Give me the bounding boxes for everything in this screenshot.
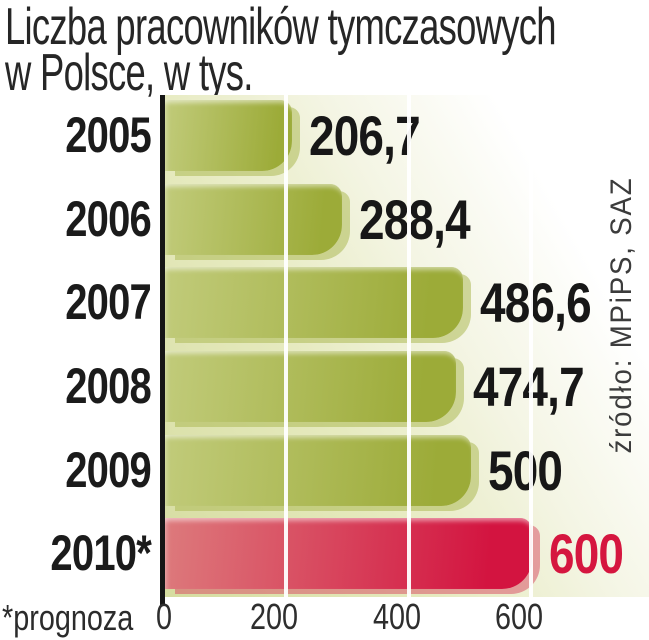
source-credit: źródło: MPiPS, SAZ <box>605 176 638 454</box>
gridline-600 <box>529 95 533 597</box>
bar-2010 <box>165 518 532 589</box>
value-label-2005: 206,7 <box>309 104 421 167</box>
x-tick-label-600: 600 <box>494 596 544 637</box>
bar-2009 <box>165 435 471 506</box>
year-label-2009: 2009 <box>65 442 152 498</box>
plot-background <box>164 95 649 597</box>
year-label-2007: 2007 <box>65 274 152 330</box>
bar-2007 <box>165 267 463 338</box>
value-label-2006: 288,4 <box>359 188 471 251</box>
gridline-200 <box>284 95 288 597</box>
gridline-400 <box>407 95 411 597</box>
year-label-2010: 2010* <box>50 525 151 581</box>
bar-2008 <box>165 351 456 422</box>
footnote: *prognoza <box>2 597 134 638</box>
year-label-2006: 2006 <box>65 191 152 247</box>
value-label-2010: 600 <box>549 522 624 585</box>
value-label-2007: 486,6 <box>480 271 592 334</box>
x-tick-label-0: 0 <box>155 596 173 637</box>
value-label-2009: 500 <box>488 439 563 502</box>
year-label-2005: 2005 <box>65 107 152 163</box>
chart-title-line2: w Polsce, w tys. <box>5 44 253 102</box>
bar-2006 <box>165 184 342 255</box>
x-tick-label-400: 400 <box>372 596 422 637</box>
year-label-2008: 2008 <box>65 358 152 414</box>
x-tick-label-200: 200 <box>249 596 299 637</box>
bar-2005 <box>165 100 292 171</box>
axis-line-zero <box>160 95 165 605</box>
value-label-2008: 474,7 <box>473 351 585 422</box>
